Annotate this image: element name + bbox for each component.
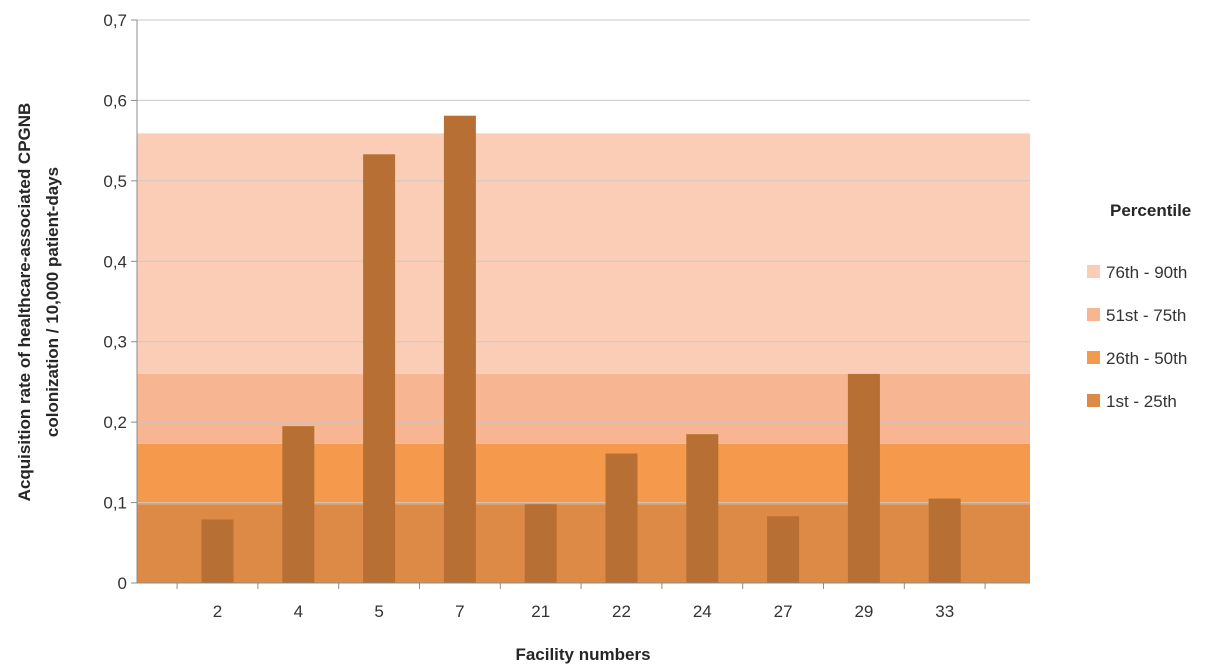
gridlines: [137, 19, 1030, 504]
axes: [131, 19, 1030, 589]
bar-4: [282, 426, 315, 583]
legend-swatch-3: [1087, 351, 1100, 364]
bar-22: [605, 453, 638, 583]
bar-2: [201, 519, 234, 583]
legend-label-3: 26th - 50th: [1106, 349, 1187, 368]
y-tick-labels: 0 0,1 0,2 0,3 0,4 0,5 0,6 0,7: [103, 11, 127, 593]
y-tick-label-1: 0,1: [103, 494, 127, 513]
x-tick-label-4: 4: [294, 602, 303, 621]
bars: [201, 115, 961, 584]
legend-label-4: 1st - 25th: [1106, 392, 1177, 411]
legend-title: Percentile: [1110, 201, 1191, 220]
percentile-bands: [137, 133, 1030, 583]
x-tick-label-27: 27: [774, 602, 793, 621]
bar-7: [443, 115, 476, 584]
y-tick-label-2: 0,2: [103, 413, 127, 432]
x-tick-label-2: 2: [213, 602, 222, 621]
bar-33: [928, 498, 961, 583]
x-tick-label-5: 5: [374, 602, 383, 621]
y-axis-title-line-1: Acquisition rate of healthcare-associate…: [15, 103, 34, 502]
bar-29: [847, 373, 880, 583]
legend-swatch-2: [1087, 308, 1100, 321]
legend-label-2: 51st - 75th: [1106, 306, 1186, 325]
bar-5: [363, 154, 396, 583]
legend: Percentile 76th - 90th 51st - 75th 26th - …: [1087, 201, 1191, 411]
percentile-band-2: [137, 443, 1030, 505]
x-tick-label-24: 24: [693, 602, 712, 621]
percentile-band-1: [137, 504, 1030, 583]
bar-27: [767, 516, 800, 583]
percentile-band-3: [137, 373, 1030, 444]
x-tick-labels: 2 4 5 7 21 22 24 27 29 33: [213, 602, 954, 621]
percentile-band-4: [137, 133, 1030, 374]
bar-24: [686, 434, 719, 583]
y-tick-label-5: 0,5: [103, 172, 127, 191]
legend-swatch-4: [1087, 394, 1100, 407]
x-tick-label-22: 22: [612, 602, 631, 621]
x-tick-label-7: 7: [455, 602, 464, 621]
y-tick-label-0: 0: [118, 574, 127, 593]
legend-label-1: 76th - 90th: [1106, 263, 1187, 282]
x-tick-label-33: 33: [935, 602, 954, 621]
x-tick-label-29: 29: [854, 602, 873, 621]
y-tick-label-6: 0,6: [103, 91, 127, 110]
y-axis-title-line-2: colonization / 10,000 patient-days: [43, 167, 62, 437]
y-tick-label-3: 0,3: [103, 333, 127, 352]
y-tick-label-4: 0,4: [103, 252, 127, 271]
y-tick-label-7: 0,7: [103, 11, 127, 30]
x-tick-label-21: 21: [531, 602, 550, 621]
bar-21: [524, 504, 557, 583]
legend-swatch-1: [1087, 265, 1100, 278]
x-axis-title: Facility numbers: [515, 645, 650, 664]
